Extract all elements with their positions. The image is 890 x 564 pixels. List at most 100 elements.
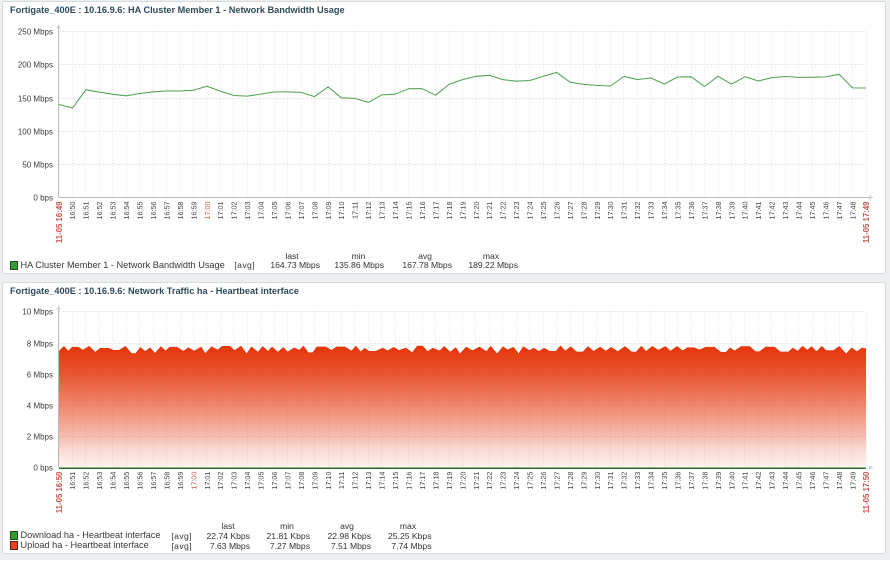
svg-text:11-05 17:50: 11-05 17:50 <box>862 471 871 513</box>
svg-text:17:08: 17:08 <box>297 472 306 490</box>
svg-text:17:03: 17:03 <box>230 472 239 490</box>
svg-text:17:11: 17:11 <box>351 201 360 218</box>
svg-text:16:56: 16:56 <box>149 202 158 220</box>
svg-text:17:07: 17:07 <box>283 472 292 490</box>
svg-text:4 Mbps: 4 Mbps <box>27 401 53 410</box>
svg-text:17:13: 17:13 <box>364 472 373 490</box>
svg-text:16:50: 16:50 <box>68 202 77 220</box>
svg-text:11-05 17:49: 11-05 17:49 <box>862 201 871 243</box>
svg-text:16:58: 16:58 <box>162 472 171 490</box>
svg-text:17:06: 17:06 <box>283 202 292 220</box>
svg-text:17:04: 17:04 <box>257 202 266 220</box>
svg-text:17:15: 17:15 <box>405 202 414 220</box>
svg-text:17:26: 17:26 <box>552 202 561 220</box>
svg-text:17:11: 17:11 <box>337 472 346 489</box>
svg-text:0 bps: 0 bps <box>33 463 53 472</box>
svg-text:17:15: 17:15 <box>391 472 400 490</box>
svg-text:100 Mbps: 100 Mbps <box>18 127 53 136</box>
svg-text:17:44: 17:44 <box>781 472 790 490</box>
svg-text:17:37: 17:37 <box>687 472 696 490</box>
svg-text:17:39: 17:39 <box>714 472 723 490</box>
svg-text:17:05: 17:05 <box>257 472 266 490</box>
svg-text:17:26: 17:26 <box>539 472 548 490</box>
svg-text:17:39: 17:39 <box>727 202 736 220</box>
svg-text:17:31: 17:31 <box>620 202 629 220</box>
svg-text:17:08: 17:08 <box>310 202 319 220</box>
svg-text:17:31: 17:31 <box>606 472 615 490</box>
svg-text:16:59: 16:59 <box>176 472 185 490</box>
svg-text:17:22: 17:22 <box>485 472 494 490</box>
svg-text:17:25: 17:25 <box>539 202 548 220</box>
svg-text:17:45: 17:45 <box>808 202 817 220</box>
svg-text:17:12: 17:12 <box>351 472 360 490</box>
svg-text:17:02: 17:02 <box>216 472 225 490</box>
svg-text:11-05 16:50: 11-05 16:50 <box>55 471 64 513</box>
svg-text:17:36: 17:36 <box>674 472 683 490</box>
svg-text:17:19: 17:19 <box>458 202 467 220</box>
svg-text:17:01: 17:01 <box>203 472 212 490</box>
svg-text:17:00: 17:00 <box>203 202 212 220</box>
svg-text:17:41: 17:41 <box>754 202 763 220</box>
svg-text:17:42: 17:42 <box>768 202 777 220</box>
svg-text:150 Mbps: 150 Mbps <box>18 94 53 103</box>
svg-text:16:52: 16:52 <box>95 202 104 220</box>
svg-text:10 Mbps: 10 Mbps <box>22 307 53 316</box>
svg-text:17:17: 17:17 <box>418 472 427 490</box>
svg-text:200 Mbps: 200 Mbps <box>18 60 53 69</box>
svg-text:17:28: 17:28 <box>566 472 575 490</box>
svg-text:17:06: 17:06 <box>270 472 279 490</box>
svg-text:16:51: 16:51 <box>68 472 77 490</box>
svg-text:6 Mbps: 6 Mbps <box>27 370 53 379</box>
svg-text:17:27: 17:27 <box>552 472 561 490</box>
svg-text:16:55: 16:55 <box>122 472 131 490</box>
svg-text:17:27: 17:27 <box>566 202 575 220</box>
svg-text:17:18: 17:18 <box>445 202 454 220</box>
svg-text:17:21: 17:21 <box>485 202 494 220</box>
svg-text:17:20: 17:20 <box>472 202 481 220</box>
svg-text:17:43: 17:43 <box>781 202 790 220</box>
svg-text:17:10: 17:10 <box>324 472 333 490</box>
svg-text:2 Mbps: 2 Mbps <box>27 432 53 441</box>
svg-text:17:33: 17:33 <box>647 202 656 220</box>
svg-text:17:41: 17:41 <box>741 472 750 490</box>
svg-text:17:16: 17:16 <box>405 472 414 490</box>
svg-text:17:49: 17:49 <box>848 472 857 490</box>
svg-text:17:40: 17:40 <box>741 202 750 220</box>
svg-text:17:13: 17:13 <box>378 202 387 220</box>
svg-text:50 Mbps: 50 Mbps <box>22 160 53 169</box>
svg-text:17:45: 17:45 <box>795 472 804 490</box>
svg-text:17:38: 17:38 <box>714 202 723 220</box>
svg-text:17:35: 17:35 <box>660 472 669 490</box>
svg-text:16:59: 16:59 <box>189 202 198 220</box>
svg-text:17:14: 17:14 <box>391 202 400 220</box>
svg-text:17:46: 17:46 <box>821 202 830 220</box>
svg-text:17:18: 17:18 <box>431 472 440 490</box>
svg-text:17:46: 17:46 <box>808 472 817 490</box>
svg-text:17:07: 17:07 <box>297 202 306 220</box>
svg-text:8 Mbps: 8 Mbps <box>27 339 53 348</box>
svg-text:16:52: 16:52 <box>82 472 91 490</box>
svg-text:0 bps: 0 bps <box>33 193 53 202</box>
svg-text:17:32: 17:32 <box>620 472 629 490</box>
svg-text:17:23: 17:23 <box>499 472 508 490</box>
svg-text:17:29: 17:29 <box>579 472 588 490</box>
svg-text:17:01: 17:01 <box>216 202 225 220</box>
svg-text:17:28: 17:28 <box>579 202 588 220</box>
svg-text:17:38: 17:38 <box>700 472 709 490</box>
svg-text:16:57: 16:57 <box>149 472 158 490</box>
svg-text:17:48: 17:48 <box>835 472 844 490</box>
svg-text:17:40: 17:40 <box>727 472 736 490</box>
svg-text:11-05 16:49: 11-05 16:49 <box>55 201 64 243</box>
svg-text:16:54: 16:54 <box>109 472 118 490</box>
svg-text:17:44: 17:44 <box>795 202 804 220</box>
svg-text:17:02: 17:02 <box>230 202 239 220</box>
svg-text:17:42: 17:42 <box>754 472 763 490</box>
svg-text:17:20: 17:20 <box>458 472 467 490</box>
svg-text:17:23: 17:23 <box>512 202 521 220</box>
svg-text:17:25: 17:25 <box>526 472 535 490</box>
svg-text:17:35: 17:35 <box>674 202 683 220</box>
svg-text:17:10: 17:10 <box>337 202 346 220</box>
svg-text:16:54: 16:54 <box>122 202 131 220</box>
svg-text:17:29: 17:29 <box>593 202 602 220</box>
svg-text:16:57: 16:57 <box>162 202 171 220</box>
